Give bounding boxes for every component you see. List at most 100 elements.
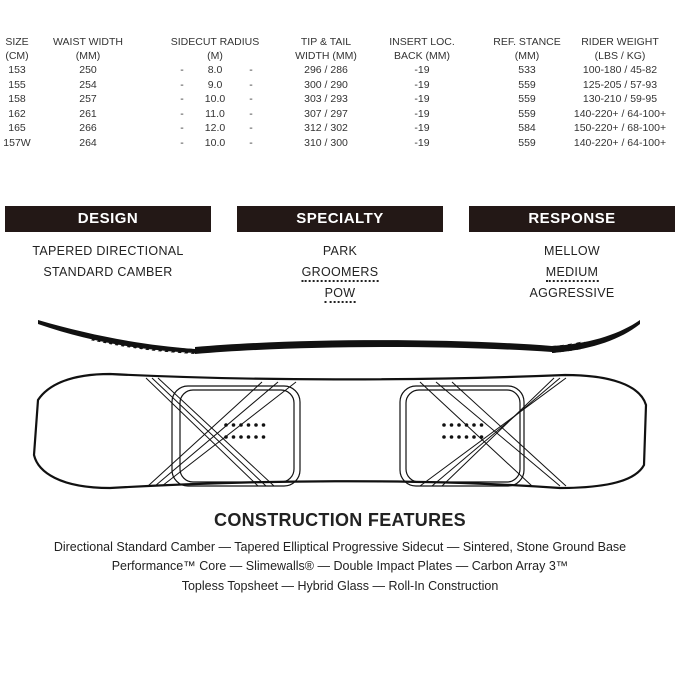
table-cell: 312 / 302 — [304, 122, 348, 134]
selected-attribute: MEDIUM — [545, 265, 599, 282]
table-cell: 307 / 297 — [304, 107, 348, 120]
insert-hole — [224, 435, 228, 439]
table-cell: 12.0 — [204, 122, 226, 134]
table-cell: -19 — [414, 107, 430, 120]
table-cell: -19 — [414, 136, 430, 149]
column-header-unit: (LBS / KG) — [594, 50, 646, 62]
column-header: TIP & TAIL — [300, 36, 352, 48]
sidecut-dash: - — [249, 64, 253, 76]
insert-hole — [254, 423, 258, 427]
insert-hole — [449, 423, 454, 427]
column-header: SIDECUT RADIUS — [170, 36, 260, 48]
insert-hole — [457, 435, 461, 439]
table-cell: 100-180 / 45-82 — [582, 64, 658, 76]
insert-hole — [479, 423, 484, 427]
sidecut-dash: - — [249, 136, 253, 149]
section-header-response: RESPONSE — [469, 206, 675, 232]
table-cell: 584 — [518, 122, 536, 134]
table-cell: -19 — [414, 78, 430, 91]
attribute-item: STANDARD CAMBER — [43, 265, 172, 279]
insert-hole — [472, 435, 476, 439]
column-header-unit: (MM) — [75, 50, 101, 62]
column-header-unit: BACK (MM) — [394, 50, 450, 62]
construction-line: Performance™ Core — Slimewalls® — Double… — [111, 559, 569, 573]
insert-hole — [472, 423, 476, 427]
column-header: WAIST WIDTH — [53, 36, 123, 48]
insert-hole — [261, 435, 266, 439]
table-cell: 153 — [8, 64, 26, 76]
attribute-item: TAPERED DIRECTIONAL — [32, 244, 183, 258]
table-cell: 140-220+ / 64-100+ — [573, 136, 667, 149]
attribute-item: AGGRESSIVE — [530, 286, 615, 300]
table-cell: 150-220+ / 68-100+ — [573, 122, 667, 134]
attribute-item: PARK — [323, 244, 357, 258]
board-profile — [38, 320, 640, 354]
selected-attribute: GROOMERS — [301, 265, 379, 282]
table-cell: 11.0 — [205, 107, 225, 120]
table-cell: -19 — [414, 64, 430, 76]
table-cell: 254 — [79, 78, 97, 91]
table-cell: 10.0 — [204, 136, 226, 149]
attribute-item: POW — [324, 286, 356, 303]
attribute: TAPERED DIRECTIONAL — [32, 244, 184, 258]
table-cell: 300 / 290 — [304, 78, 348, 91]
column-header-unit: (M) — [207, 50, 223, 62]
insert-hole — [442, 435, 446, 439]
table-cell: 559 — [518, 93, 536, 105]
insert-hole — [261, 423, 266, 427]
table-cell: 162 — [8, 107, 26, 120]
column-header-unit: WIDTH (MM) — [295, 50, 357, 62]
table-cell: 533 — [518, 64, 536, 76]
construction-line: Directional Standard Camber — Tapered El… — [53, 540, 627, 554]
attribute: AGGRESSIVE — [529, 286, 615, 300]
insert-hole — [246, 435, 251, 439]
insert-hole — [246, 423, 251, 427]
sidecut-dash: - — [249, 107, 253, 120]
attribute-item: GROOMERS — [301, 265, 379, 282]
insert-hole — [457, 423, 461, 427]
table-cell: -19 — [414, 93, 430, 105]
table-cell: 165 — [8, 122, 26, 134]
board-top-view — [32, 372, 648, 490]
sidecut-dash: - — [180, 107, 184, 120]
insert-hole — [479, 435, 484, 439]
table-cell: 130-210 / 59-95 — [582, 93, 658, 105]
insert-hole — [442, 423, 446, 427]
attribute-item: MELLOW — [544, 244, 600, 258]
sidecut-dash: - — [249, 93, 253, 105]
column-header-unit: (MM) — [514, 50, 540, 62]
insert-hole — [231, 435, 236, 439]
sidecut-dash: - — [180, 64, 184, 76]
table-cell: 8.0 — [207, 64, 223, 76]
table-cell: 158 — [8, 93, 26, 105]
table-cell: 559 — [518, 136, 536, 149]
attribute: PARK — [322, 244, 358, 258]
attribute: STANDARD CAMBER — [43, 265, 173, 279]
construction-title: CONSTRUCTION FEATURES — [214, 510, 466, 530]
table-cell: 250 — [79, 64, 97, 76]
insert-hole — [464, 435, 469, 439]
sidecut-dash: - — [249, 122, 253, 134]
selected-attribute: POW — [324, 286, 356, 303]
section-header-specialty: SPECIALTY — [237, 206, 443, 232]
table-cell: 266 — [79, 122, 97, 134]
table-cell: 155 — [8, 78, 26, 91]
table-cell: -19 — [414, 122, 430, 134]
attribute-item: MEDIUM — [545, 265, 599, 282]
column-header: SIZE — [5, 36, 29, 48]
table-cell: 310 / 300 — [304, 136, 348, 149]
insert-hole — [239, 435, 243, 439]
table-cell: 125-205 / 57-93 — [582, 78, 658, 91]
table-cell: 303 / 293 — [304, 93, 348, 105]
table-cell: 10.0 — [204, 93, 226, 105]
insert-hole — [231, 423, 236, 427]
insert-hole — [254, 435, 258, 439]
insert-hole — [449, 435, 454, 439]
table-cell: 264 — [79, 136, 97, 149]
column-header-unit: (CM) — [5, 50, 29, 62]
attribute: MELLOW — [544, 244, 600, 258]
table-cell: 261 — [79, 107, 97, 120]
table-cell: 140-220+ / 64-100+ — [573, 107, 667, 120]
